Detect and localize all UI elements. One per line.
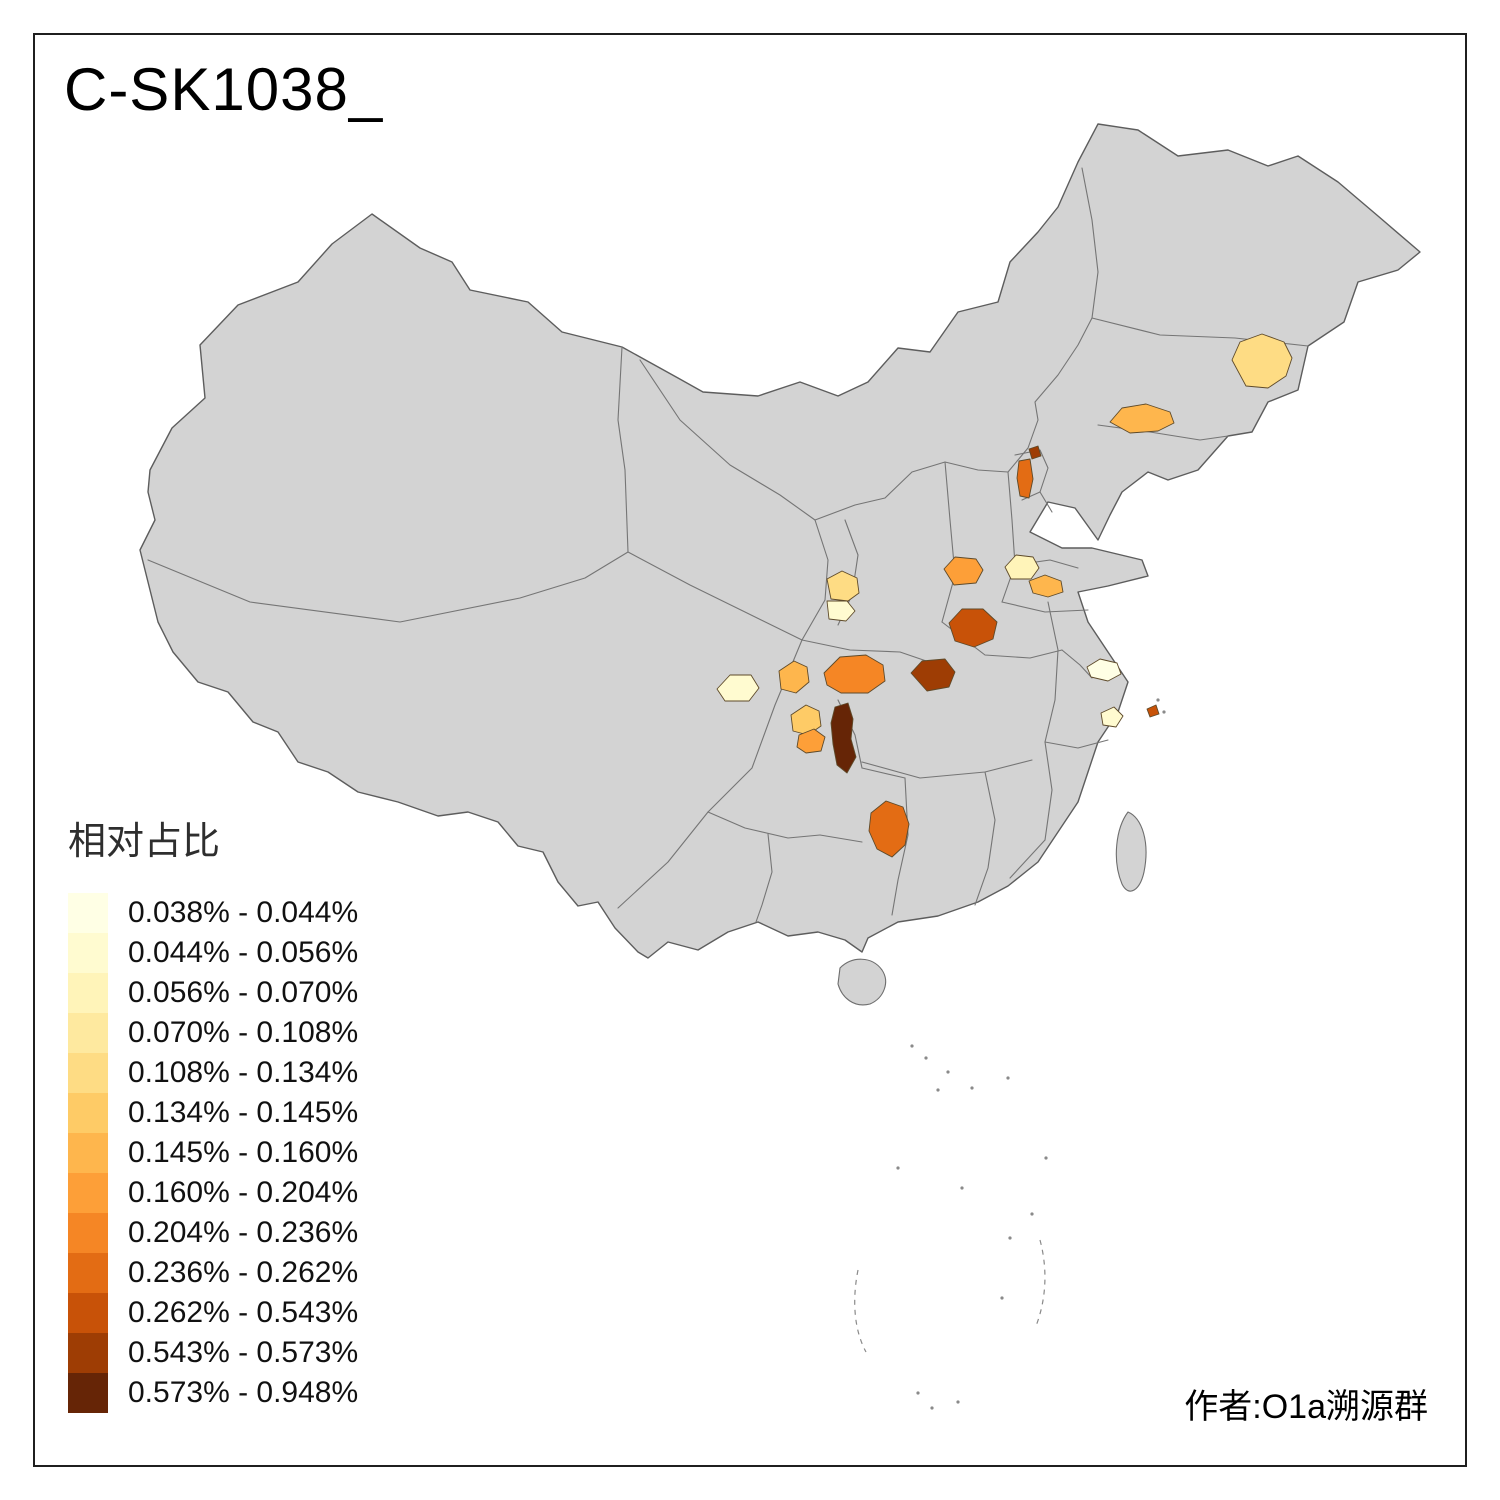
legend-swatch [68,1253,108,1293]
legend-item: 0.160% - 0.204% [68,1173,358,1213]
choropleth-region [826,570,860,602]
legend-label: 0.070% - 0.108% [128,1016,359,1049]
taiwan-island [1115,811,1147,892]
legend-label: 0.108% - 0.134% [128,1056,359,1089]
choropleth-region [1100,706,1124,728]
legend-label: 0.204% - 0.236% [128,1216,359,1249]
legend-item: 0.573% - 0.948% [68,1373,358,1413]
legend-label: 0.160% - 0.204% [128,1176,359,1209]
legend-swatch [68,1053,108,1093]
legend-swatch [68,1293,108,1333]
south-china-sea-islands [854,698,1166,1410]
choropleth-region [868,800,910,858]
choropleth-region [716,674,760,702]
legend-item: 0.262% - 0.543% [68,1293,358,1333]
legend-swatch [68,1093,108,1133]
legend-swatch [68,933,108,973]
choropleth-region [790,704,822,736]
legend-swatch [68,1373,108,1413]
choropleth-region [1028,445,1042,460]
legend-item: 0.070% - 0.108% [68,1013,358,1053]
choropleth-region [943,556,984,586]
legend-item: 0.145% - 0.160% [68,1133,358,1173]
china-mainland [139,123,1421,959]
legend-item: 0.204% - 0.236% [68,1213,358,1253]
choropleth-region [1004,554,1040,580]
legend-title: 相对占比 [68,821,221,863]
page-title: C-SK1038_ [64,56,384,123]
choropleth-region [1109,403,1175,434]
legend-label: 0.543% - 0.573% [128,1336,359,1369]
legend-label: 0.262% - 0.543% [128,1296,359,1329]
legend-rows: 0.038% - 0.044% 0.044% - 0.056% 0.056% -… [68,893,358,1413]
legend-swatch [68,1133,108,1173]
legend-label: 0.134% - 0.145% [128,1096,359,1129]
legend-swatch [68,1173,108,1213]
legend-item: 0.134% - 0.145% [68,1093,358,1133]
legend-label: 0.038% - 0.044% [128,896,359,929]
choropleth-region [1016,458,1034,499]
legend-item: 0.543% - 0.573% [68,1333,358,1373]
choropleth-region [778,660,810,694]
choropleth-region [948,608,998,648]
choropleth-region [830,702,857,774]
legend-swatch [68,973,108,1013]
legend-label: 0.573% - 0.948% [128,1376,359,1409]
legend-label: 0.236% - 0.262% [128,1256,359,1289]
legend-swatch [68,1213,108,1253]
legend-label: 0.056% - 0.070% [128,976,359,1009]
legend-item: 0.236% - 0.262% [68,1253,358,1293]
legend-item: 0.056% - 0.070% [68,973,358,1013]
choropleth-region [796,728,826,754]
choropleth-region [1086,658,1122,682]
choropleth-region [910,658,956,692]
attribution-text: 作者:O1a溯源群 [1184,1388,1428,1426]
legend-item: 0.044% - 0.056% [68,933,358,973]
legend: 相对占比 0.038% - 0.044% 0.044% - 0.056% 0.0… [68,810,358,1413]
choropleth-region [1146,704,1160,718]
choropleth-region [1028,574,1064,598]
choropleth-region [1231,333,1293,389]
legend-label: 0.044% - 0.056% [128,936,359,969]
legend-swatch [68,1013,108,1053]
choropleth-regions [716,333,1293,858]
legend-swatch [68,893,108,933]
legend-item: 0.038% - 0.044% [68,893,358,933]
choropleth-region [826,600,856,622]
legend-label: 0.145% - 0.160% [128,1136,359,1169]
choropleth-region [823,654,886,694]
legend-item: 0.108% - 0.134% [68,1053,358,1093]
legend-swatch [68,1333,108,1373]
hainan-island [837,958,887,1006]
